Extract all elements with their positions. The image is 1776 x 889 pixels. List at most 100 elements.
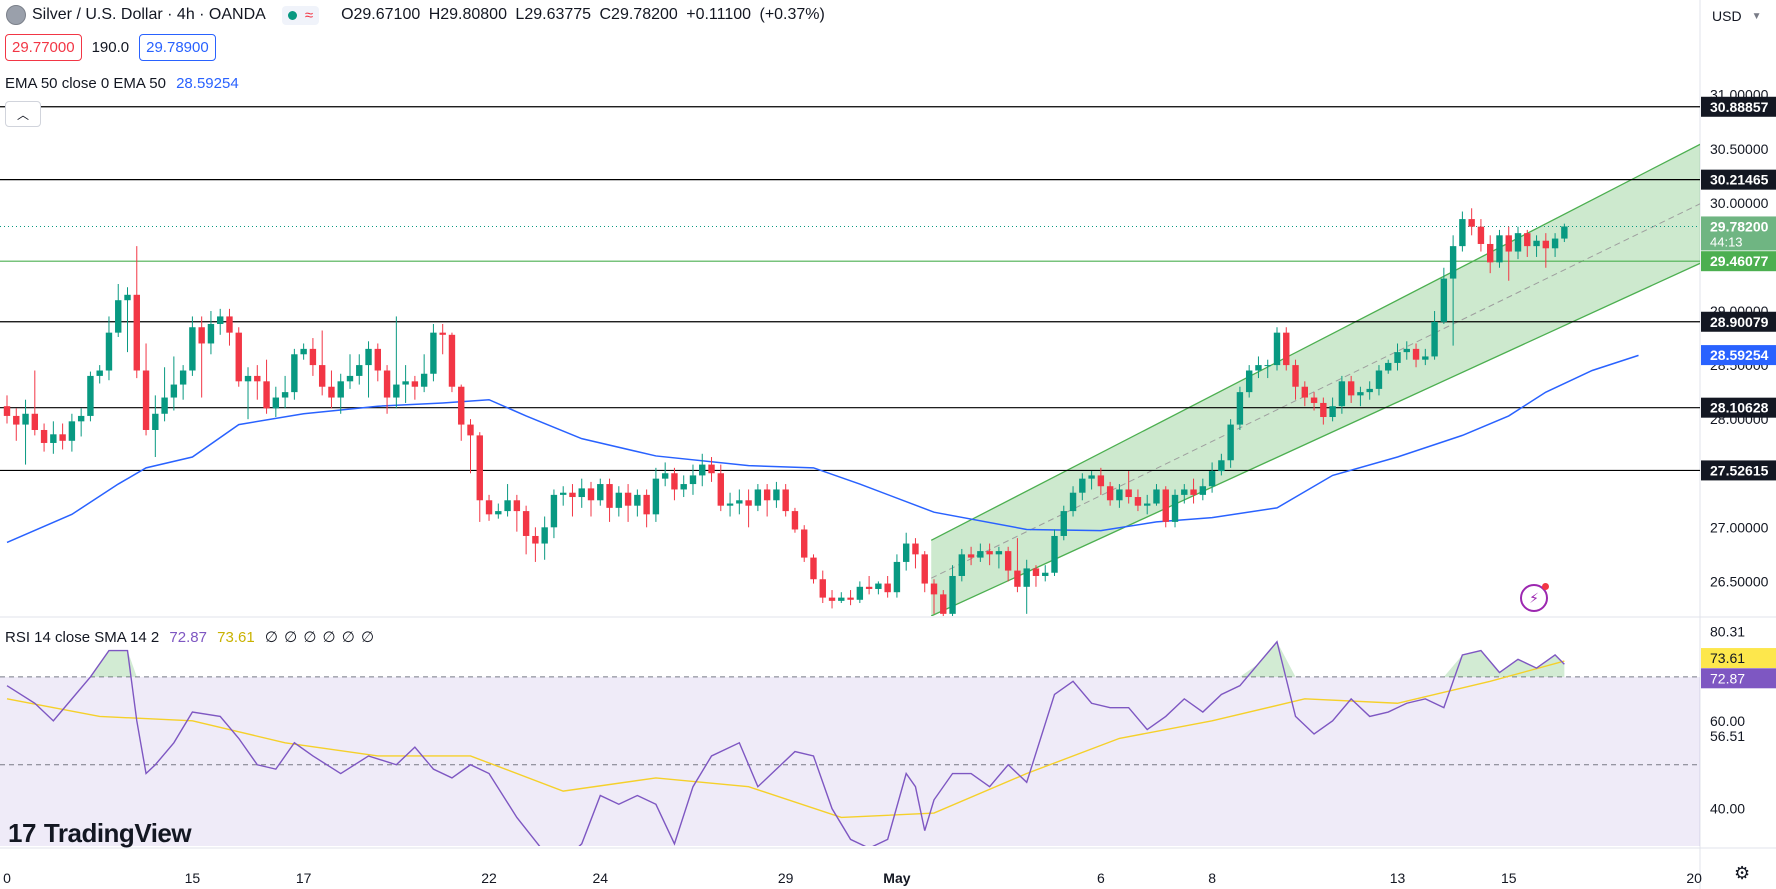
- candle-up: [1431, 311, 1438, 360]
- ema-legend[interactable]: EMA 50 close 0 EMA 50 28.59254: [5, 75, 239, 92]
- level-price-label: 29.46077: [1710, 253, 1769, 269]
- candle-body: [884, 583, 891, 593]
- candle-body: [745, 500, 752, 506]
- candle-down: [1310, 392, 1318, 411]
- candle-up: [1199, 478, 1207, 501]
- candle-body: [272, 397, 280, 409]
- candle-body: [1255, 365, 1262, 371]
- candle-body: [847, 597, 854, 600]
- rsi-legend-label: RSI 14 close SMA 14 2: [5, 629, 160, 646]
- candle-body: [671, 473, 678, 490]
- candle-body: [68, 421, 76, 441]
- candle-body: [1366, 388, 1373, 393]
- candle-body: [1208, 471, 1216, 487]
- collapse-legend-button[interactable]: ︿: [5, 101, 41, 127]
- candle-up: [1181, 484, 1188, 504]
- candle-body: [1357, 392, 1364, 396]
- candle-up: [87, 371, 94, 422]
- candle-up: [77, 408, 85, 437]
- market-status[interactable]: ≈: [281, 5, 320, 25]
- candle-up: [977, 543, 984, 562]
- candle-down: [318, 330, 326, 396]
- candle-body: [967, 554, 975, 558]
- ema-price-label: 28.59254: [1710, 347, 1769, 363]
- candle-up: [1023, 559, 1030, 614]
- candle-up: [365, 341, 372, 398]
- candle-up: [1273, 327, 1281, 371]
- candle-body: [1329, 406, 1336, 418]
- candle-body: [365, 348, 372, 366]
- candle-body: [1032, 568, 1040, 576]
- candle-body: [3, 406, 11, 416]
- candle-down: [606, 478, 613, 522]
- candle-up: [634, 489, 641, 517]
- time-tick-label: 29: [778, 870, 794, 886]
- candle-body: [217, 316, 224, 324]
- candle-body: [1218, 460, 1225, 472]
- candle-down: [1292, 359, 1299, 400]
- candle-down: [411, 375, 419, 400]
- time-tick-label: 24: [592, 870, 608, 886]
- candle-up: [1440, 267, 1448, 324]
- candle-up: [875, 581, 882, 595]
- candle-up: [736, 489, 743, 515]
- candle-up: [856, 581, 864, 604]
- candle-body: [402, 381, 409, 385]
- candle-body: [105, 332, 113, 371]
- candle-body: [142, 370, 150, 430]
- candle-down: [448, 332, 456, 393]
- rsi-tick-label: 40.00: [1710, 801, 1745, 817]
- candle-body: [337, 381, 344, 398]
- candle-up: [1385, 359, 1392, 374]
- tradingview-logo[interactable]: 17 TradingView: [8, 818, 192, 849]
- rsi-legend[interactable]: RSI 14 close SMA 14 2 72.87 73.61 ∅ ∅ ∅ …: [5, 628, 375, 646]
- candle-body: [1412, 348, 1420, 360]
- candle-up: [1329, 397, 1336, 422]
- candle-up: [1422, 348, 1429, 366]
- candle-body: [550, 494, 558, 528]
- candle-body: [244, 375, 252, 382]
- candle-body: [652, 478, 660, 515]
- level-price-label-bg: [1701, 460, 1776, 481]
- candle-up: [22, 399, 29, 465]
- buy-button[interactable]: 29.78900: [139, 34, 216, 61]
- rsi-legend-value: 72.87: [169, 629, 207, 646]
- gear-icon[interactable]: ⚙: [1734, 863, 1751, 883]
- candle-down: [309, 338, 317, 376]
- candle-body: [1153, 489, 1160, 504]
- channel-median-line: [931, 203, 1700, 579]
- candle-down: [476, 432, 483, 522]
- candle-up: [541, 516, 548, 560]
- candle-body: [374, 348, 381, 371]
- candle-body: [624, 492, 632, 506]
- candle-body: [1347, 381, 1355, 396]
- symbol-title[interactable]: Silver / U.S. Dollar · 4h · OANDA: [32, 6, 266, 23]
- lightning-icon[interactable]: ⚡: [1520, 583, 1549, 612]
- candle-body: [875, 583, 882, 589]
- candle-up: [1079, 473, 1086, 501]
- currency-label: USD: [1712, 8, 1742, 24]
- candle-down: [745, 489, 752, 528]
- sell-button[interactable]: 29.77000: [5, 34, 82, 61]
- candle-down: [940, 590, 947, 616]
- candle-body: [513, 500, 521, 512]
- candle-down: [13, 408, 20, 441]
- candle-body: [1542, 240, 1550, 249]
- currency-selector[interactable]: USD ▼: [1708, 4, 1776, 28]
- candle-up: [689, 464, 697, 495]
- rsi-price-label: 72.87: [1710, 670, 1745, 686]
- candle-body: [838, 597, 845, 601]
- candle-down: [1190, 478, 1197, 504]
- candle-up: [1551, 233, 1559, 257]
- candle-body: [152, 413, 159, 430]
- rsi-line: [6, 640, 1565, 846]
- candle-up: [1496, 229, 1503, 268]
- candle-body: [448, 334, 456, 387]
- candle-down: [912, 538, 919, 569]
- candle-body: [949, 575, 956, 614]
- candle-body: [773, 489, 780, 501]
- candle-body: [1514, 233, 1522, 252]
- candle-body: [522, 511, 530, 536]
- candle-up: [680, 475, 687, 498]
